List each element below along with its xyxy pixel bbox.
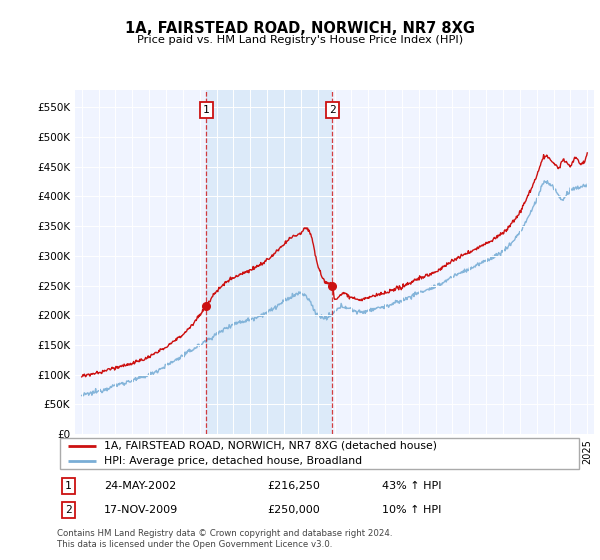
Text: 1: 1 [65, 481, 72, 491]
Text: 43% ↑ HPI: 43% ↑ HPI [383, 481, 442, 491]
Text: Price paid vs. HM Land Registry's House Price Index (HPI): Price paid vs. HM Land Registry's House … [137, 35, 463, 45]
Text: £216,250: £216,250 [267, 481, 320, 491]
Text: 24-MAY-2002: 24-MAY-2002 [104, 481, 176, 491]
Text: 2: 2 [65, 505, 72, 515]
Text: 10% ↑ HPI: 10% ↑ HPI [383, 505, 442, 515]
Text: 1A, FAIRSTEAD ROAD, NORWICH, NR7 8XG (detached house): 1A, FAIRSTEAD ROAD, NORWICH, NR7 8XG (de… [104, 441, 437, 451]
FancyBboxPatch shape [59, 438, 580, 469]
Text: 2: 2 [329, 105, 336, 115]
Text: 1A, FAIRSTEAD ROAD, NORWICH, NR7 8XG: 1A, FAIRSTEAD ROAD, NORWICH, NR7 8XG [125, 21, 475, 36]
Text: 1: 1 [203, 105, 209, 115]
Text: £250,000: £250,000 [267, 505, 320, 515]
Text: 17-NOV-2009: 17-NOV-2009 [104, 505, 179, 515]
Text: HPI: Average price, detached house, Broadland: HPI: Average price, detached house, Broa… [104, 456, 362, 466]
Text: Contains HM Land Registry data © Crown copyright and database right 2024.
This d: Contains HM Land Registry data © Crown c… [57, 529, 392, 549]
Bar [206, 90, 332, 434]
